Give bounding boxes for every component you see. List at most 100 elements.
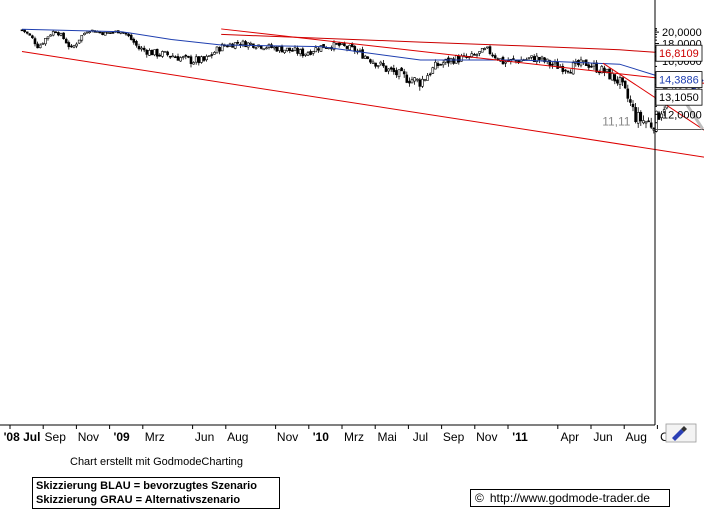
copyright-icon: © bbox=[475, 491, 484, 505]
candle-body bbox=[51, 31, 55, 36]
candle-body bbox=[33, 38, 37, 45]
candle-body bbox=[366, 56, 370, 59]
candle-body bbox=[421, 78, 424, 87]
candle-body bbox=[582, 60, 585, 62]
candle-body bbox=[363, 55, 367, 59]
candle-body bbox=[548, 60, 552, 66]
candle-body bbox=[415, 78, 419, 81]
candle-body bbox=[535, 55, 539, 62]
candle-body bbox=[23, 29, 26, 33]
candle-body bbox=[618, 77, 622, 86]
x-tick-label: '11 bbox=[512, 430, 528, 444]
candle-body bbox=[374, 62, 377, 67]
candle-body bbox=[444, 58, 448, 63]
candle-body bbox=[395, 70, 398, 76]
candle-body bbox=[647, 120, 650, 123]
candle-body bbox=[153, 49, 156, 56]
legend-blue-scenario: Skizzierung BLAU = bevorzugtes Szenario bbox=[36, 480, 257, 492]
source-link[interactable]: © http://www.godmode-trader.de bbox=[470, 489, 670, 507]
candle-body bbox=[213, 52, 216, 55]
candle-body bbox=[314, 47, 318, 53]
candle-body bbox=[592, 63, 596, 67]
candle-body bbox=[46, 36, 50, 39]
candle-body bbox=[587, 64, 591, 68]
price-label: 13,1050 bbox=[659, 92, 699, 104]
candle-body bbox=[137, 46, 141, 50]
candle-body bbox=[77, 39, 81, 44]
candle-body bbox=[174, 56, 177, 59]
candle-body bbox=[600, 66, 604, 74]
candle-body bbox=[148, 50, 151, 56]
candle-body bbox=[129, 34, 133, 40]
x-axis: '08 Jul Sep Nov '09 Mrz Jun Aug Nov '10 Mrz Mai Jul… bbox=[0, 424, 679, 444]
candlestick-series bbox=[20, 29, 669, 134]
candle-body bbox=[205, 55, 208, 61]
price-labels: 16,8109 14,3886 13,1050 bbox=[655, 44, 703, 106]
candle-body bbox=[530, 55, 533, 58]
x-tick-label: Aug bbox=[626, 430, 647, 444]
candle-body bbox=[140, 47, 143, 50]
candle-body bbox=[418, 79, 422, 87]
x-tick-label: Nov bbox=[476, 430, 497, 444]
candle-body bbox=[192, 62, 195, 65]
candle-body bbox=[218, 47, 221, 52]
candle-body bbox=[662, 109, 666, 113]
candle-body bbox=[340, 42, 344, 45]
price-label-box bbox=[655, 44, 703, 62]
candle-body bbox=[226, 45, 229, 48]
candle-body bbox=[57, 32, 60, 36]
candle-body bbox=[512, 58, 515, 60]
candle-body bbox=[384, 65, 388, 72]
candle-body bbox=[410, 79, 414, 84]
moving-average-line bbox=[221, 33, 670, 54]
candle-body bbox=[103, 31, 107, 36]
candle-body bbox=[348, 44, 351, 51]
x-tick-label: Nov bbox=[277, 430, 298, 444]
candle-body bbox=[20, 29, 24, 32]
candle-body bbox=[249, 43, 253, 45]
candle-body bbox=[62, 32, 65, 39]
candle-body bbox=[590, 65, 593, 68]
candle-body bbox=[293, 47, 297, 51]
candle-body bbox=[168, 55, 172, 58]
candle-body bbox=[236, 41, 240, 44]
candle-body bbox=[142, 47, 146, 51]
plot-background bbox=[0, 0, 655, 425]
candle-body bbox=[80, 34, 84, 41]
candle-body bbox=[70, 45, 73, 48]
candle-body bbox=[25, 31, 29, 34]
price-label: 16,8109 bbox=[659, 48, 699, 60]
scenario-legend: Skizzierung BLAU = bevorzugtes Szenario … bbox=[32, 477, 280, 509]
price-label-box bbox=[655, 88, 703, 106]
candle-body bbox=[527, 57, 531, 59]
x-tick-label: '08 Jul bbox=[4, 430, 41, 444]
candle-body bbox=[317, 48, 320, 51]
source-url[interactable]: http://www.godmode-trader.de bbox=[489, 491, 650, 505]
candle-body bbox=[220, 43, 224, 52]
candle-body bbox=[262, 48, 266, 51]
x-tick-label: Sep bbox=[443, 430, 465, 444]
candle-body bbox=[629, 99, 632, 103]
x-tick-label: Nov bbox=[78, 430, 99, 444]
candle-body bbox=[254, 47, 258, 49]
candle-body bbox=[98, 31, 102, 34]
candle-body bbox=[345, 46, 349, 49]
candle-body bbox=[311, 51, 315, 54]
candle-body bbox=[371, 61, 375, 64]
y-tick-label: 12,0000 bbox=[662, 109, 702, 121]
candle-body bbox=[285, 47, 289, 51]
candle-body bbox=[64, 38, 68, 44]
trend-line bbox=[602, 62, 704, 131]
candle-body bbox=[551, 63, 554, 66]
x-tick-label: Jun bbox=[195, 430, 214, 444]
toolbar-pen-icon[interactable] bbox=[665, 423, 697, 443]
candle-body bbox=[132, 38, 136, 43]
candle-body bbox=[470, 53, 474, 57]
candle-body bbox=[543, 57, 546, 63]
x-tick-label: Mai bbox=[378, 430, 397, 444]
candle-body bbox=[392, 68, 396, 73]
price-label-box bbox=[655, 71, 703, 88]
candle-body bbox=[441, 62, 445, 66]
candle-body bbox=[486, 46, 489, 49]
candle-body bbox=[423, 79, 427, 81]
